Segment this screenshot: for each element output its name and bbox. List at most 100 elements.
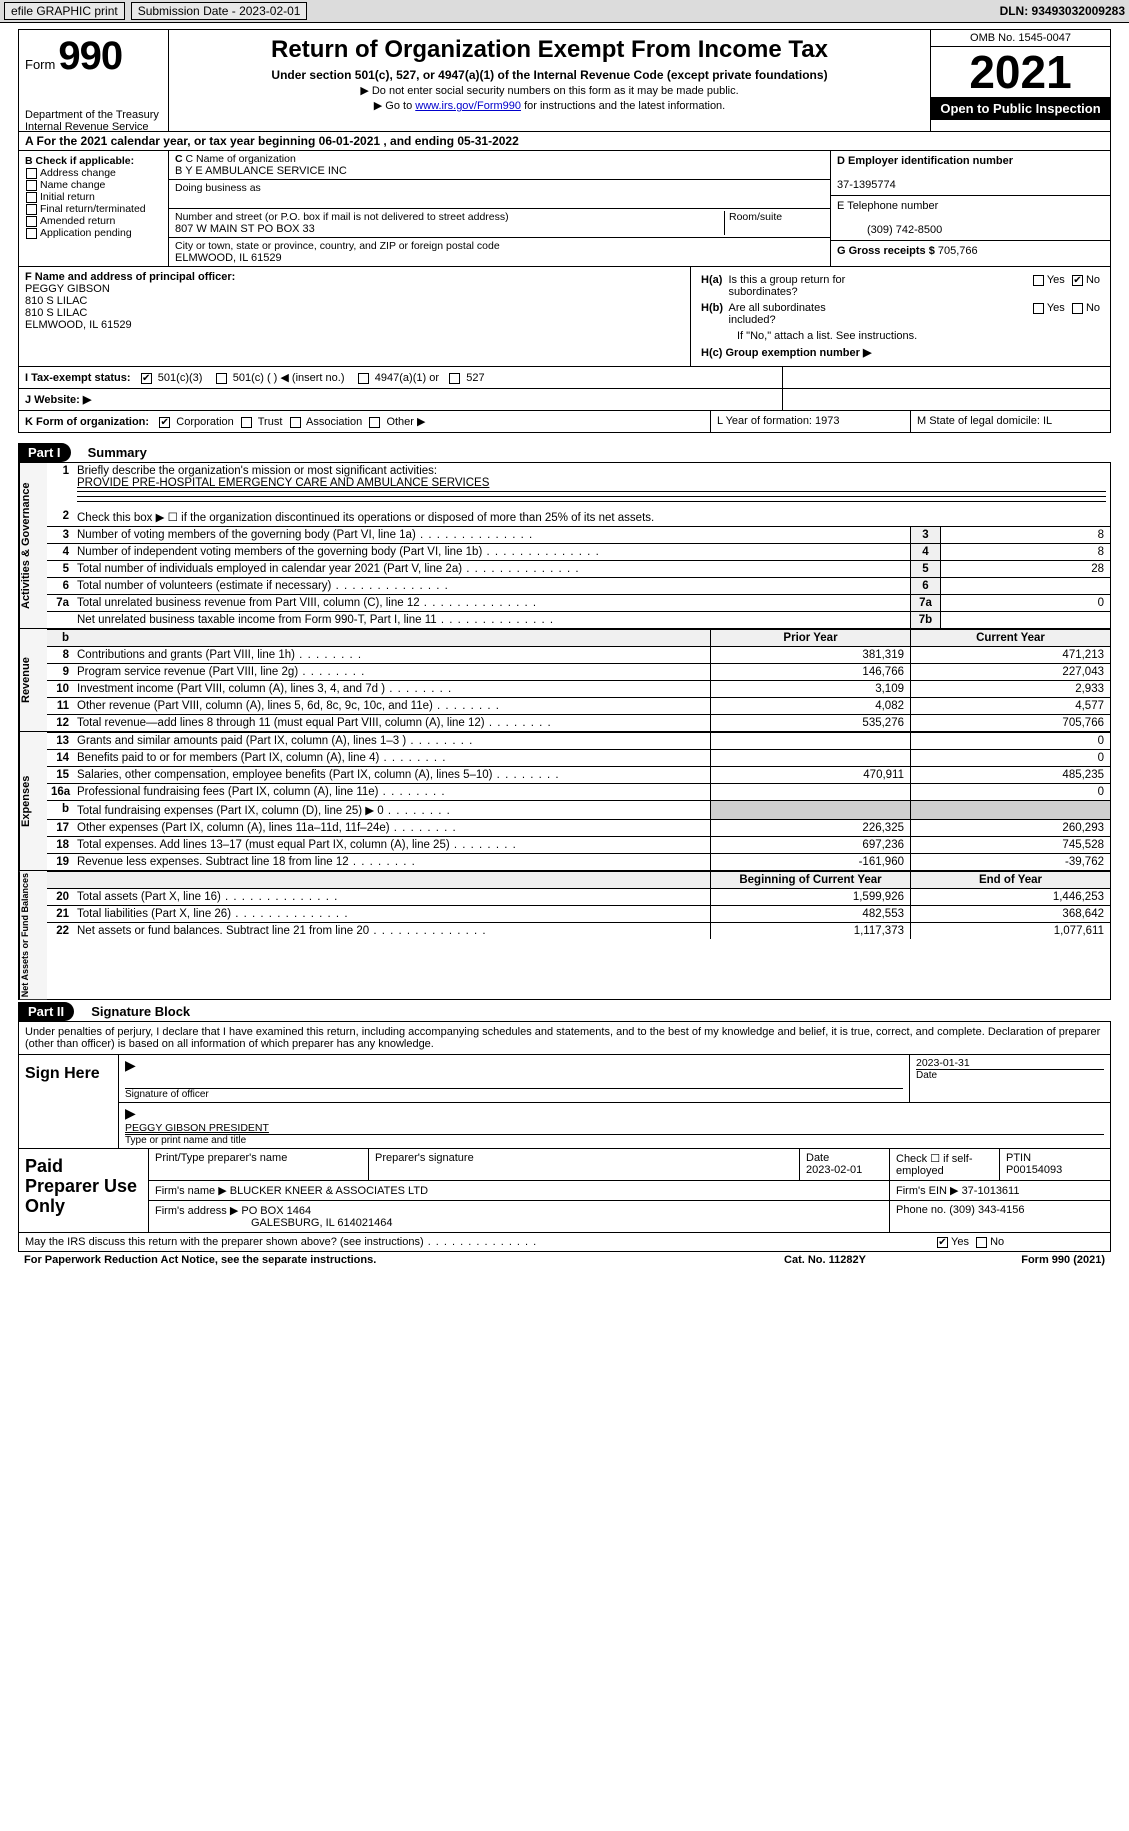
summary-section-1: Activities & Governance 1 Briefly descri… [18, 462, 1111, 629]
discuss-yes[interactable] [937, 1237, 948, 1248]
ein-value: 37-1395774 [837, 179, 896, 191]
dept-treasury: Department of the Treasury [25, 109, 162, 121]
discuss-row: May the IRS discuss this return with the… [18, 1233, 1111, 1252]
submission-date-button[interactable]: Submission Date - 2023-02-01 [131, 2, 308, 20]
firm-name: BLUCKER KNEER & ASSOCIATES LTD [230, 1185, 428, 1197]
efile-button[interactable]: efile GRAPHIC print [4, 2, 125, 20]
city-state-zip: ELMWOOD, IL 61529 [175, 252, 282, 264]
summary-line-3: 3 Number of voting members of the govern… [47, 526, 1110, 543]
row-a-tax-year: A For the 2021 calendar year, or tax yea… [18, 132, 1111, 151]
firm-city: GALESBURG, IL 614021464 [155, 1217, 392, 1229]
penalty-text: Under penalties of perjury, I declare th… [18, 1021, 1111, 1054]
phone-value: (309) 742-8500 [837, 224, 942, 236]
ptin: P00154093 [1006, 1164, 1062, 1176]
chk-501c[interactable] [216, 373, 227, 384]
omb-number: OMB No. 1545-0047 [931, 30, 1110, 47]
rev-line-9: 9Program service revenue (Part VIII, lin… [47, 663, 1110, 680]
chk-corp[interactable] [159, 417, 170, 428]
row-klm: K Form of organization: Corporation Trus… [18, 411, 1111, 433]
exp-line-14: 14Benefits paid to or for members (Part … [47, 749, 1110, 766]
part-ii-header: Part II Signature Block [18, 1002, 1111, 1021]
hb-no[interactable] [1072, 303, 1083, 314]
summary-line-6: 6 Total number of volunteers (estimate i… [47, 577, 1110, 594]
form-header: Form 990 Department of the Treasury Inte… [18, 29, 1111, 132]
open-inspection: Open to Public Inspection [931, 97, 1110, 120]
exp-line-13: 13Grants and similar amounts paid (Part … [47, 732, 1110, 749]
exp-line-18: 18Total expenses. Add lines 13–17 (must … [47, 836, 1110, 853]
box-b-checkboxes: B Check if applicable: Address change Na… [19, 151, 169, 266]
prep-date: 2023-02-01 [806, 1164, 862, 1176]
exp-line-b: bTotal fundraising expenses (Part IX, co… [47, 800, 1110, 819]
chk-trust[interactable] [241, 417, 252, 428]
chk-amended[interactable] [26, 216, 37, 227]
sig-date: 2023-01-31 [916, 1057, 970, 1069]
tax-year: 2021 [931, 47, 1110, 97]
sign-here-block: Sign Here ▶ Signature of officer 2023-01… [18, 1054, 1111, 1149]
part-i-header: Part I Summary [18, 443, 1111, 462]
exp-line-15: 15Salaries, other compensation, employee… [47, 766, 1110, 783]
summary-line-7b: Net unrelated business taxable income fr… [47, 611, 1110, 628]
summary-line-4: 4 Number of independent voting members o… [47, 543, 1110, 560]
firm-ein: 37-1013611 [962, 1185, 1020, 1197]
discuss-no[interactable] [976, 1237, 987, 1248]
summary-line-7a: 7a Total unrelated business revenue from… [47, 594, 1110, 611]
footer-line: For Paperwork Reduction Act Notice, see … [18, 1252, 1111, 1268]
form-number: 990 [58, 34, 122, 78]
chk-final-return[interactable] [26, 204, 37, 215]
paid-preparer-block: Paid Preparer Use Only Print/Type prepar… [18, 1149, 1111, 1233]
net-line-22: 22Net assets or fund balances. Subtract … [47, 922, 1110, 939]
rev-line-12: 12Total revenue—add lines 8 through 11 (… [47, 714, 1110, 731]
rev-line-8: 8Contributions and grants (Part VIII, li… [47, 646, 1110, 663]
ha-no[interactable] [1072, 275, 1083, 286]
gross-receipts: 705,766 [938, 245, 978, 257]
form-title: Return of Organization Exempt From Incom… [179, 36, 920, 64]
row-i: I Tax-exempt status: 501(c)(3) 501(c) ( … [18, 367, 1111, 389]
form-note-ssn: ▶ Do not enter social security numbers o… [179, 84, 920, 97]
net-line-20: 20Total assets (Part X, line 16) 1,599,9… [47, 888, 1110, 905]
tab-revenue: Revenue [19, 629, 47, 731]
chk-501c3[interactable] [141, 373, 152, 384]
form-subtitle: Under section 501(c), 527, or 4947(a)(1)… [179, 68, 920, 82]
summary-line-5: 5 Total number of individuals employed i… [47, 560, 1110, 577]
officer-name-title: PEGGY GIBSON PRESIDENT [125, 1122, 269, 1134]
chk-address-change[interactable] [26, 168, 37, 179]
net-line-21: 21Total liabilities (Part X, line 26) 48… [47, 905, 1110, 922]
firm-phone: (309) 343-4156 [949, 1204, 1024, 1216]
irs-label: Internal Revenue Service [25, 121, 162, 133]
tab-governance: Activities & Governance [19, 463, 47, 628]
tab-net-assets: Net Assets or Fund Balances [19, 871, 47, 999]
street-address: 807 W MAIN ST PO BOX 33 [175, 223, 315, 235]
chk-other[interactable] [369, 417, 380, 428]
form-label: Form [25, 57, 55, 72]
chk-4947[interactable] [358, 373, 369, 384]
dln-label: DLN: 93493032009283 [1000, 4, 1125, 18]
rev-line-11: 11Other revenue (Part VIII, column (A), … [47, 697, 1110, 714]
section-bcd: B Check if applicable: Address change Na… [18, 151, 1111, 267]
top-bar: efile GRAPHIC print Submission Date - 20… [0, 0, 1129, 23]
irs-link[interactable]: www.irs.gov/Form990 [415, 100, 521, 112]
chk-initial-return[interactable] [26, 192, 37, 203]
section-fh: F Name and address of principal officer:… [18, 267, 1111, 367]
ha-yes[interactable] [1033, 275, 1044, 286]
chk-application-pending[interactable] [26, 228, 37, 239]
rev-line-10: 10Investment income (Part VIII, column (… [47, 680, 1110, 697]
summary-net-assets: Net Assets or Fund Balances Beginning of… [18, 871, 1111, 1000]
chk-assoc[interactable] [290, 417, 301, 428]
org-name: B Y E AMBULANCE SERVICE INC [175, 165, 347, 177]
chk-527[interactable] [449, 373, 460, 384]
row-j: J Website: ▶ [18, 389, 1111, 411]
officer-name: PEGGY GIBSON [25, 283, 110, 295]
mission-text: PROVIDE PRE-HOSPITAL EMERGENCY CARE AND … [77, 477, 489, 489]
state-domicile: M State of legal domicile: IL [910, 411, 1110, 432]
exp-line-16a: 16aProfessional fundraising fees (Part I… [47, 783, 1110, 800]
chk-name-change[interactable] [26, 180, 37, 191]
exp-line-17: 17Other expenses (Part IX, column (A), l… [47, 819, 1110, 836]
summary-expenses: Expenses 13Grants and similar amounts pa… [18, 732, 1111, 871]
year-formation: L Year of formation: 1973 [710, 411, 910, 432]
exp-line-19: 19Revenue less expenses. Subtract line 1… [47, 853, 1110, 870]
summary-revenue: Revenue b Prior Year Current Year 8Contr… [18, 629, 1111, 732]
tab-expenses: Expenses [19, 732, 47, 870]
form-page: Form 990 Department of the Treasury Inte… [0, 23, 1129, 1268]
form-note-link: ▶ Go to www.irs.gov/Form990 for instruct… [179, 99, 920, 112]
hb-yes[interactable] [1033, 303, 1044, 314]
